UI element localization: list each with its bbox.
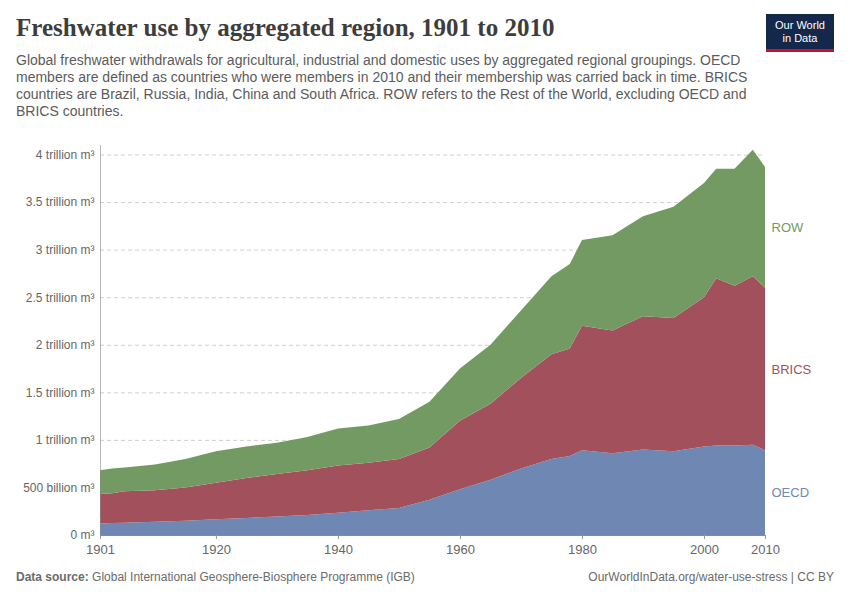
svg-text:3 trillion m³: 3 trillion m³ bbox=[36, 243, 95, 257]
svg-text:1 trillion m³: 1 trillion m³ bbox=[36, 433, 95, 447]
html-text:Freshwater use by aggregated r: Freshwater use by aggregated region, 190… bbox=[16, 14, 555, 41]
svg-text:3.5 trillion m³: 3.5 trillion m³ bbox=[26, 195, 95, 209]
svg-text:2 trillion m³: 2 trillion m³ bbox=[36, 338, 95, 352]
html-text:OurWorldInData.org/water-use-s: OurWorldInData.org/water-use-stress | CC… bbox=[588, 570, 834, 584]
svg-text:2010: 2010 bbox=[751, 542, 780, 557]
svg-text:2.5 trillion m³: 2.5 trillion m³ bbox=[26, 291, 95, 305]
svg-text:2000: 2000 bbox=[690, 542, 719, 557]
svg-text:1.5 trillion m³: 1.5 trillion m³ bbox=[26, 386, 95, 400]
html-text:in Data: in Data bbox=[782, 32, 818, 44]
svg-text:500 billion m³: 500 billion m³ bbox=[23, 481, 94, 495]
svg-text:OECD: OECD bbox=[772, 485, 810, 500]
svg-text:4 trillion m³: 4 trillion m³ bbox=[36, 148, 95, 162]
svg-text:1901: 1901 bbox=[86, 542, 115, 557]
svg-text:ROW: ROW bbox=[772, 220, 805, 235]
svg-text:1920: 1920 bbox=[202, 542, 231, 557]
svg-text:1980: 1980 bbox=[568, 542, 597, 557]
html-text:Our World: Our World bbox=[775, 19, 825, 31]
svg-text:1960: 1960 bbox=[446, 542, 475, 557]
svg-text:BRICS: BRICS bbox=[772, 362, 812, 377]
html-text:Data source: Global Internatio: Data source: Global International Geosph… bbox=[16, 570, 415, 584]
html-text:Global freshwater withdrawals: Global freshwater withdrawals for agricu… bbox=[16, 52, 748, 119]
svg-text:1940: 1940 bbox=[324, 542, 353, 557]
svg-text:0 m³: 0 m³ bbox=[71, 528, 95, 542]
